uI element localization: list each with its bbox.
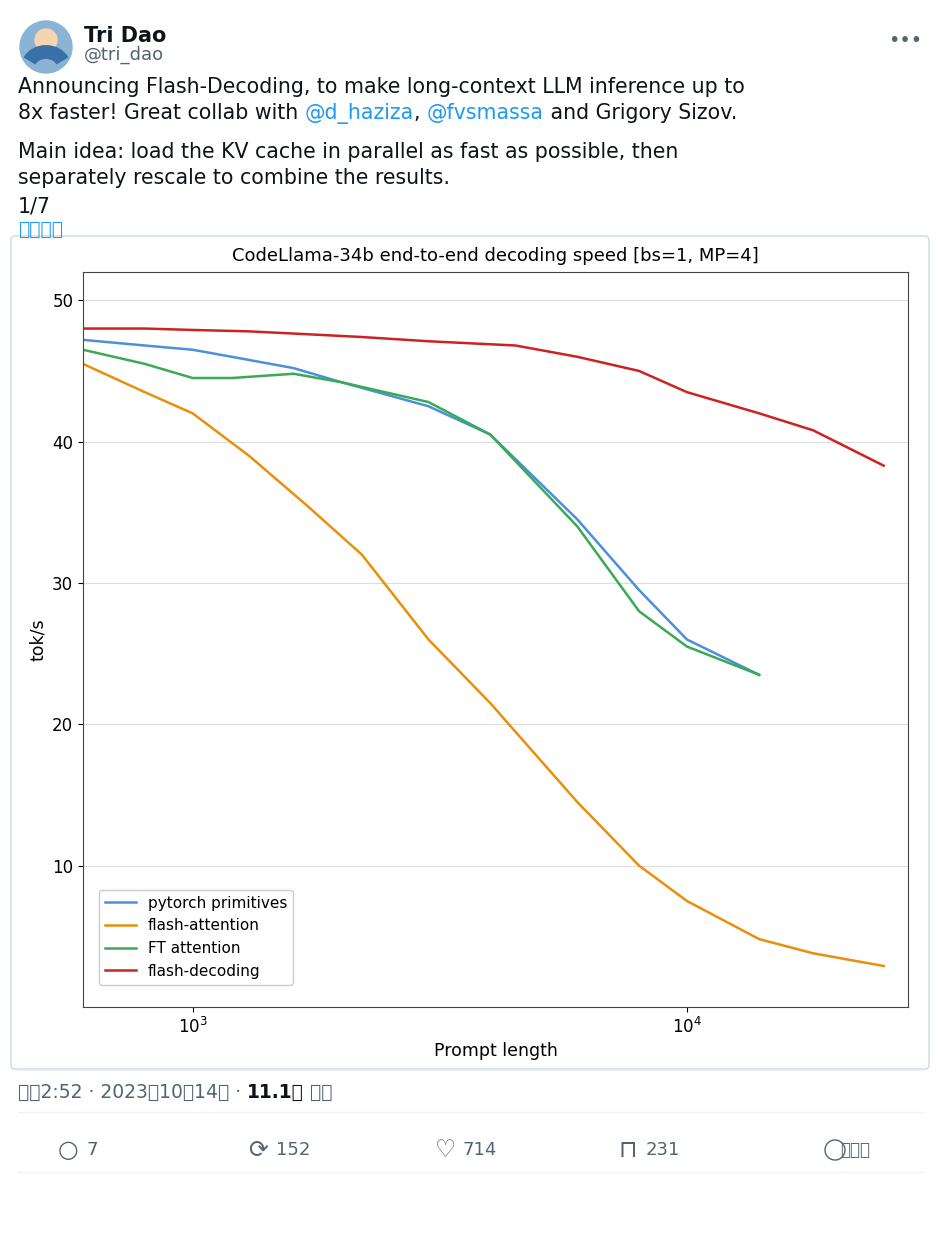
Text: •••: ••• [888, 30, 922, 49]
Text: 查看: 查看 [304, 1082, 333, 1101]
Title: CodeLlama-34b end-to-end decoding speed [bs=1, MP=4]: CodeLlama-34b end-to-end decoding speed … [232, 247, 759, 265]
Text: ○: ○ [57, 1138, 78, 1162]
Text: Main idea: load the KV cache in parallel as fast as possible, then: Main idea: load the KV cache in parallel… [18, 142, 679, 163]
X-axis label: Prompt length: Prompt length [433, 1042, 557, 1061]
Text: 翻译帖子: 翻译帖子 [18, 220, 63, 239]
Text: Announcing Flash-Decoding, to make long-context LLM inference up to: Announcing Flash-Decoding, to make long-… [18, 77, 744, 97]
Text: 量子位: 量子位 [840, 1142, 870, 1159]
Text: ⟳: ⟳ [248, 1138, 268, 1162]
Text: 11.1万: 11.1万 [247, 1082, 304, 1101]
Text: @fvsmassa: @fvsmassa [427, 103, 544, 123]
Circle shape [35, 29, 57, 50]
Circle shape [20, 21, 72, 73]
Text: ⊓: ⊓ [619, 1138, 637, 1162]
Text: and Grigory Sizov.: and Grigory Sizov. [544, 103, 737, 123]
Text: 8x faster! Great collab with: 8x faster! Great collab with [18, 103, 305, 123]
Text: 上午2:52 · 2023年10月14日 ·: 上午2:52 · 2023年10月14日 · [18, 1082, 247, 1101]
Text: @d_haziza: @d_haziza [305, 103, 414, 123]
Text: 152: 152 [276, 1142, 310, 1159]
Text: 714: 714 [463, 1142, 497, 1159]
Text: 7: 7 [86, 1142, 98, 1159]
Text: ,: , [414, 103, 427, 123]
Text: @tri_dao: @tri_dao [84, 45, 164, 64]
Text: 231: 231 [646, 1142, 681, 1159]
Y-axis label: tok/s: tok/s [28, 619, 47, 660]
Text: 1/7: 1/7 [18, 197, 51, 217]
Text: separately rescale to combine the results.: separately rescale to combine the result… [18, 168, 450, 188]
FancyBboxPatch shape [11, 236, 929, 1068]
Legend: pytorch primitives, flash-attention, FT attention, flash-decoding: pytorch primitives, flash-attention, FT … [99, 890, 293, 984]
Text: Tri Dao: Tri Dao [84, 26, 166, 47]
Text: ♡: ♡ [434, 1138, 456, 1162]
